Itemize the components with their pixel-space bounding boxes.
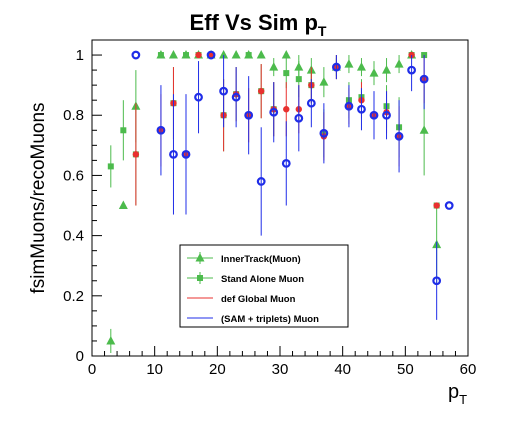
data-point — [107, 163, 114, 170]
data-point — [294, 113, 304, 123]
axes: 0 10 20 30 40 50 60 0 0.2 0.4 0.6 0.8 1 — [63, 39, 477, 378]
data-point — [132, 151, 140, 158]
data-point — [369, 68, 379, 77]
data-point — [344, 59, 354, 68]
data-point — [283, 106, 290, 113]
data-point — [382, 65, 392, 74]
data-point — [219, 86, 229, 96]
data-point — [357, 104, 366, 114]
y-tick-label: 0.6 — [63, 167, 84, 184]
data-point — [394, 59, 404, 68]
data-point — [281, 158, 291, 168]
data-point — [319, 128, 329, 138]
data-point — [120, 127, 127, 134]
legend-entries: InnerTrack(Muon) Stand Alone Muon def Glob… — [187, 252, 319, 325]
data-point — [319, 77, 329, 86]
data-point — [231, 50, 241, 59]
data-point — [269, 62, 279, 71]
y-tick-label: 0 — [76, 348, 84, 365]
x-axis-label: pT — [448, 381, 467, 407]
y-tick-label: 0.2 — [63, 288, 84, 305]
data-point — [433, 202, 440, 209]
data-point — [444, 201, 454, 210]
data-point — [344, 101, 354, 111]
data-point — [356, 62, 366, 71]
data-point — [219, 50, 229, 59]
data-point — [194, 92, 203, 102]
data-point — [256, 177, 266, 186]
data-point — [394, 131, 404, 141]
data-point — [231, 92, 241, 102]
legend-label: def Global Muon — [221, 294, 296, 305]
data-point — [131, 50, 141, 60]
legend-marker — [195, 253, 205, 262]
data-marks — [106, 50, 454, 353]
data-point — [419, 125, 429, 134]
legend-entry: def Global Muon — [187, 294, 296, 305]
data-point — [256, 50, 266, 59]
data-point — [206, 50, 216, 60]
data-point — [169, 149, 178, 159]
data-point — [295, 76, 302, 83]
x-tick-label: 60 — [460, 361, 477, 378]
y-axis-label: fsimMuons/recoMuons — [28, 102, 49, 293]
x-tick-label: 30 — [272, 361, 289, 378]
legend: InnerTrack(Muon) Stand Alone Muon def Glob… — [179, 244, 349, 328]
data-point — [283, 70, 290, 77]
x-tick-label: 40 — [334, 361, 351, 378]
data-point — [181, 149, 191, 159]
legend-label: InnerTrack(Muon) — [221, 254, 301, 265]
data-point — [156, 125, 166, 135]
data-point — [332, 62, 341, 72]
data-point — [106, 335, 116, 345]
data-point — [281, 50, 291, 59]
data-point — [245, 52, 252, 59]
legend-entry: (SAM + triplets) Muon — [187, 314, 319, 325]
data-point — [118, 200, 128, 210]
data-point — [269, 107, 279, 117]
legend-entry: InnerTrack(Muon) — [187, 252, 301, 265]
series-3 — [131, 50, 454, 320]
chart-title: Eff Vs Sim pT — [190, 10, 327, 39]
data-point — [407, 65, 417, 75]
data-point — [183, 52, 189, 59]
x-tick-label: 0 — [88, 361, 96, 378]
data-point — [432, 276, 442, 286]
data-point — [244, 110, 254, 120]
data-point — [207, 51, 215, 59]
data-point — [258, 87, 265, 95]
data-point — [157, 52, 164, 59]
chart-title-subscript: T — [318, 23, 327, 39]
legend-entry: Stand Alone Muon — [187, 272, 304, 285]
x-tick-label: 50 — [397, 361, 414, 378]
y-tick-label: 0.4 — [63, 228, 84, 245]
x-axis-label-subscript: T — [459, 392, 467, 407]
y-tick-label: 1 — [76, 47, 84, 64]
data-point — [195, 51, 202, 59]
legend-box — [179, 244, 349, 328]
data-point — [306, 98, 316, 108]
x-tick-label: 10 — [146, 361, 163, 378]
data-point — [168, 50, 178, 59]
legend-marker — [197, 275, 203, 281]
data-point — [369, 110, 379, 120]
y-tick-label: 0.8 — [63, 107, 84, 124]
data-point — [382, 110, 391, 120]
x-tick-label: 20 — [209, 361, 226, 378]
data-point — [419, 74, 429, 84]
legend-label: (SAM + triplets) Muon — [221, 314, 319, 325]
legend-label: Stand Alone Muon — [221, 274, 304, 285]
